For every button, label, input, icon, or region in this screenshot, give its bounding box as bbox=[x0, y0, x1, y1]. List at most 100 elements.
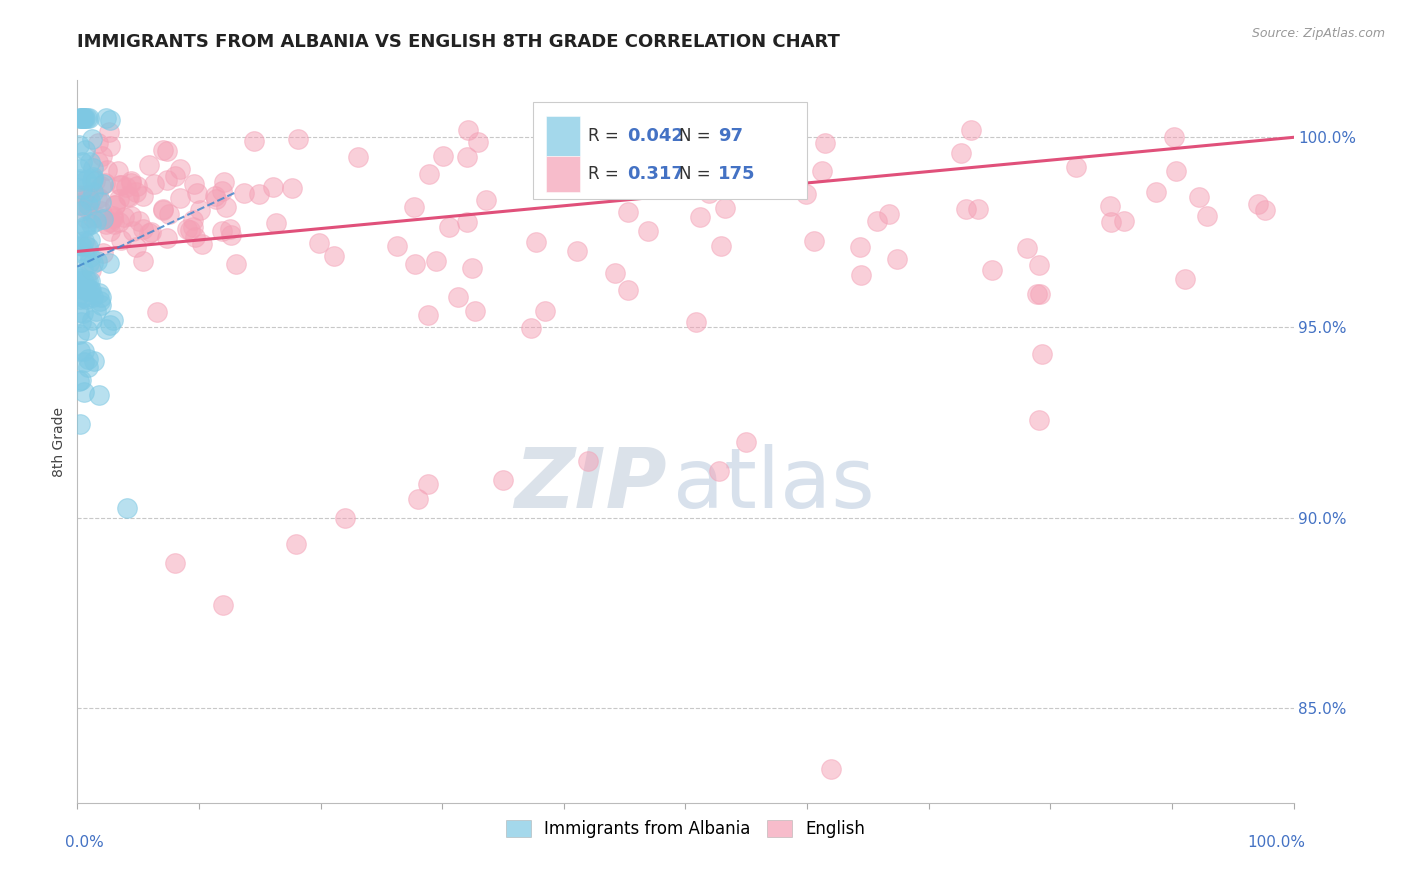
Point bbox=[233, 186, 256, 201]
Point bbox=[80, 283, 103, 297]
FancyBboxPatch shape bbox=[546, 116, 579, 156]
Point bbox=[98, 256, 121, 270]
Point bbox=[86, 211, 108, 225]
Point bbox=[76, 191, 98, 205]
Point bbox=[205, 192, 228, 206]
Point bbox=[79, 284, 101, 298]
Text: 100.0%: 100.0% bbox=[1247, 835, 1306, 850]
Text: 175: 175 bbox=[718, 165, 756, 183]
Point bbox=[1017, 241, 1039, 255]
Point bbox=[77, 196, 100, 211]
Point bbox=[1112, 213, 1135, 227]
Point bbox=[72, 306, 94, 320]
Point bbox=[67, 327, 90, 342]
Point bbox=[966, 202, 988, 217]
Point bbox=[1098, 199, 1121, 213]
Point bbox=[565, 244, 588, 258]
Point bbox=[188, 202, 211, 217]
Point bbox=[82, 132, 104, 146]
Point bbox=[1163, 130, 1185, 145]
Point bbox=[70, 198, 93, 212]
Point bbox=[1174, 272, 1197, 286]
Point bbox=[707, 464, 730, 478]
Point bbox=[120, 209, 142, 223]
Point bbox=[103, 217, 125, 231]
Point bbox=[138, 226, 160, 240]
Text: 0.0%: 0.0% bbox=[65, 835, 104, 850]
Point bbox=[637, 225, 659, 239]
Point bbox=[67, 272, 90, 286]
Point bbox=[179, 223, 201, 237]
Point bbox=[69, 287, 91, 301]
Point bbox=[108, 192, 131, 206]
Point bbox=[183, 212, 205, 227]
Point bbox=[89, 293, 111, 308]
Text: R =: R = bbox=[588, 127, 619, 145]
Point bbox=[603, 266, 626, 280]
Point bbox=[80, 217, 103, 231]
Point bbox=[96, 163, 118, 178]
Point bbox=[76, 359, 98, 374]
Point bbox=[264, 216, 287, 230]
Point bbox=[75, 273, 97, 287]
Point bbox=[613, 122, 636, 136]
Point bbox=[262, 179, 284, 194]
Point bbox=[90, 178, 112, 193]
Point bbox=[76, 323, 98, 337]
Point bbox=[866, 214, 889, 228]
Point bbox=[75, 219, 97, 234]
Point bbox=[492, 473, 515, 487]
Text: 97: 97 bbox=[718, 127, 744, 145]
Point bbox=[104, 198, 127, 212]
Point bbox=[77, 191, 100, 205]
Text: N =: N = bbox=[679, 127, 711, 145]
Point bbox=[67, 268, 90, 283]
Point bbox=[90, 194, 112, 209]
Point bbox=[84, 214, 107, 228]
Point bbox=[211, 184, 233, 198]
Point bbox=[67, 138, 90, 153]
Point bbox=[75, 279, 97, 293]
Point bbox=[69, 238, 91, 252]
Point bbox=[181, 219, 204, 234]
Point bbox=[1029, 286, 1052, 301]
Point bbox=[432, 149, 454, 163]
Point bbox=[77, 112, 100, 126]
Point bbox=[67, 275, 90, 289]
Point bbox=[69, 171, 91, 186]
Point bbox=[186, 186, 208, 201]
Point bbox=[132, 253, 155, 268]
Point bbox=[456, 215, 478, 229]
FancyBboxPatch shape bbox=[533, 102, 807, 200]
Point bbox=[520, 321, 543, 335]
Point bbox=[67, 223, 90, 237]
Point bbox=[79, 263, 101, 277]
Point bbox=[107, 164, 129, 178]
Point bbox=[1166, 164, 1188, 178]
Point bbox=[80, 174, 103, 188]
Point bbox=[86, 191, 108, 205]
Point bbox=[735, 434, 758, 449]
Point bbox=[100, 215, 122, 229]
Point bbox=[152, 203, 174, 218]
Point bbox=[115, 179, 138, 194]
Point bbox=[94, 217, 117, 231]
Point bbox=[225, 257, 247, 271]
Point bbox=[73, 283, 96, 297]
Point bbox=[70, 182, 93, 196]
Point bbox=[82, 186, 104, 200]
Point bbox=[156, 145, 179, 159]
Point bbox=[69, 417, 91, 432]
FancyBboxPatch shape bbox=[546, 156, 579, 193]
Point bbox=[308, 235, 330, 250]
Point bbox=[955, 202, 977, 217]
Point bbox=[1188, 190, 1211, 204]
Text: Source: ZipAtlas.com: Source: ZipAtlas.com bbox=[1251, 27, 1385, 40]
Point bbox=[67, 187, 90, 202]
Point bbox=[404, 257, 426, 271]
Point bbox=[67, 281, 90, 295]
Point bbox=[82, 290, 104, 304]
Point bbox=[103, 210, 125, 224]
Point bbox=[617, 283, 640, 297]
Point bbox=[418, 476, 440, 491]
